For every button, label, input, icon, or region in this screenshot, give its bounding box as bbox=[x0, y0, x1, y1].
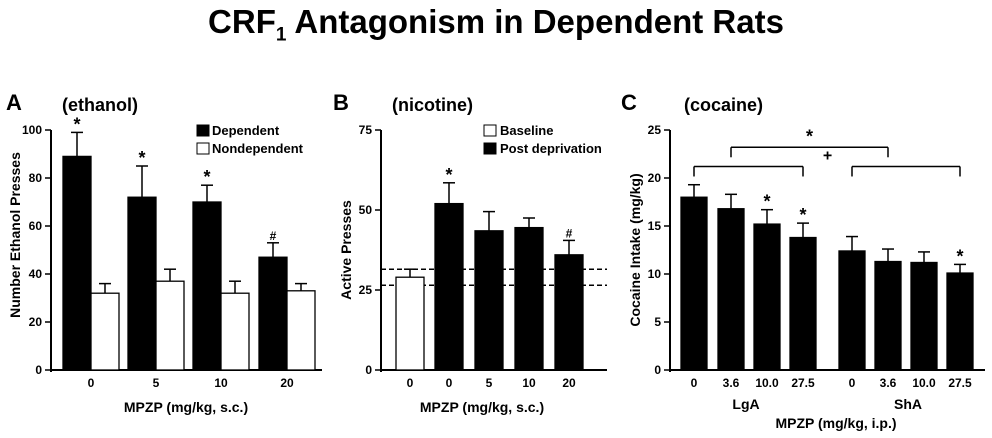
legend-label-baseline: Baseline bbox=[500, 123, 553, 138]
panel-a-dependent-significance-star: * bbox=[138, 148, 145, 168]
legend-label-dependent: Dependent bbox=[212, 123, 280, 138]
panel-c-y-tick-label: 20 bbox=[648, 171, 662, 185]
panel-a-ylabel: Number Ethanol Presses bbox=[7, 152, 23, 318]
panel-c-x-tick-label: 3.6 bbox=[723, 376, 740, 390]
panel-b-x-tick-label: 0 bbox=[446, 376, 453, 390]
panel-a-xlabel: MPZP (mg/kg, s.c.) bbox=[124, 399, 248, 415]
panel-b-white-bar bbox=[395, 276, 425, 371]
panel-a-x-tick-label: 20 bbox=[280, 376, 294, 390]
panel-c-bar bbox=[753, 223, 781, 371]
panel-b-nicotine: B (nicotine) Active Presses MPZP (mg/kg,… bbox=[333, 90, 607, 415]
panel-a-nondependent-bar bbox=[220, 292, 250, 371]
panel-c-bar bbox=[874, 260, 902, 371]
panel-c-bar bbox=[717, 208, 745, 371]
panel-a-y-tick-label: 100 bbox=[22, 123, 42, 137]
legend-swatch-post-deprivation bbox=[483, 142, 497, 155]
panel-a-subtitle: (ethanol) bbox=[62, 95, 138, 115]
panel-c-x-tick-label: 0 bbox=[849, 376, 856, 390]
panel-b-subtitle: (nicotine) bbox=[392, 95, 473, 115]
panel-c-x-tick-label: 10.0 bbox=[912, 376, 936, 390]
panel-a-x-tick-label: 5 bbox=[153, 376, 160, 390]
panel-c-bar bbox=[680, 196, 708, 371]
panel-c-y-tick-label: 25 bbox=[648, 123, 662, 137]
legend-swatch-dependent bbox=[196, 124, 210, 137]
panel-a-y-tick-label: 80 bbox=[29, 171, 43, 185]
panel-c-x-tick-label: 3.6 bbox=[880, 376, 897, 390]
panel-c-bar bbox=[910, 261, 938, 371]
legend-label-post-deprivation: Post deprivation bbox=[500, 141, 602, 156]
panel-c-bar bbox=[838, 250, 866, 371]
panel-a-dependent-significance-hash: # bbox=[270, 229, 277, 243]
panel-c-bracket-star: * bbox=[806, 126, 813, 146]
panel-a-nondependent-bar bbox=[90, 292, 120, 371]
legend-swatch-nondependent bbox=[196, 142, 210, 155]
panel-c-x-tick-label: 27.5 bbox=[948, 376, 972, 390]
panel-a-y-tick-label: 60 bbox=[29, 219, 43, 233]
panel-b-letter: B bbox=[333, 90, 349, 115]
panel-c-y-tick-label: 0 bbox=[654, 363, 661, 377]
legend-label-nondependent: Nondependent bbox=[212, 141, 304, 156]
panel-a-dependent-significance-star: * bbox=[203, 167, 210, 187]
panel-c-y-tick-label: 10 bbox=[648, 267, 662, 281]
panel-b-black-bar bbox=[434, 202, 464, 371]
panel-c-xlabel: MPZP (mg/kg, i.p.) bbox=[775, 415, 896, 431]
panel-b-x-tick-label: 0 bbox=[407, 376, 414, 390]
panel-b-ylabel: Active Presses bbox=[338, 200, 354, 300]
panel-a-dependent-significance-star: * bbox=[73, 114, 80, 134]
panel-c-x-tick-label: 10.0 bbox=[755, 376, 779, 390]
panel-b-x-tick-label: 20 bbox=[562, 376, 576, 390]
legend-swatch-baseline bbox=[483, 124, 497, 137]
panel-c-bracket-plus: + bbox=[823, 147, 832, 164]
panel-a-x-tick-label: 0 bbox=[88, 376, 95, 390]
group-label-lga: LgA bbox=[732, 396, 759, 412]
panel-a-legend: Dependent Nondependent bbox=[196, 123, 304, 156]
panel-c-bar bbox=[789, 236, 817, 371]
panel-c-significance-star: * bbox=[956, 246, 963, 266]
panel-b-black-significance-star: * bbox=[445, 165, 452, 185]
panel-b-black-significance-hash: # bbox=[566, 226, 573, 240]
panel-c-significance-star: * bbox=[799, 205, 806, 225]
panel-a-y-tick-label: 0 bbox=[35, 363, 42, 377]
panel-a-ethanol: A (ethanol) Number Ethanol Presses MPZP … bbox=[6, 90, 322, 415]
panel-b-black-bar bbox=[514, 226, 544, 371]
panel-c-subtitle: (cocaine) bbox=[684, 95, 763, 115]
panel-a-y-tick-label: 40 bbox=[29, 267, 43, 281]
panel-a-y-tick-label: 20 bbox=[29, 315, 43, 329]
panel-a-dependent-bar bbox=[62, 155, 92, 371]
panel-c-bar bbox=[946, 272, 974, 371]
group-label-sha: ShA bbox=[894, 396, 922, 412]
panel-c-x-tick-label: 0 bbox=[691, 376, 698, 390]
panel-b-black-bar bbox=[474, 230, 504, 371]
panel-b-x-tick-label: 5 bbox=[486, 376, 493, 390]
panel-a-x-tick-label: 10 bbox=[214, 376, 228, 390]
panel-b-y-tick-label: 0 bbox=[365, 363, 372, 377]
panel-c-y-tick-label: 15 bbox=[648, 219, 662, 233]
panel-a-dependent-bar bbox=[192, 201, 222, 371]
panel-a-nondependent-bar bbox=[155, 280, 185, 371]
panel-b-x-tick-label: 10 bbox=[522, 376, 536, 390]
panel-c-x-tick-label: 27.5 bbox=[791, 376, 815, 390]
panel-c-significance-star: * bbox=[763, 192, 770, 212]
panel-c-ylabel: Cocaine Intake (mg/kg) bbox=[627, 173, 643, 326]
panel-a-letter: A bbox=[6, 90, 22, 115]
figure-title: CRF1 Antagonism in Dependent Rats bbox=[208, 3, 784, 46]
panel-b-black-bar bbox=[554, 254, 584, 371]
panel-b-y-tick-label: 75 bbox=[359, 123, 373, 137]
panel-a-dependent-bar bbox=[127, 196, 157, 371]
panel-c-cocaine: C (cocaine) Cocaine Intake (mg/kg) LgA S… bbox=[621, 90, 985, 431]
panel-a-nondependent-bar bbox=[286, 290, 316, 371]
panel-c-letter: C bbox=[621, 90, 637, 115]
panel-b-y-tick-label: 25 bbox=[359, 283, 373, 297]
panel-b-xlabel: MPZP (mg/kg, s.c.) bbox=[420, 399, 544, 415]
panel-b-legend: Baseline Post deprivation bbox=[483, 123, 602, 156]
panel-a-dependent-bar bbox=[258, 256, 288, 371]
panel-c-y-tick-label: 5 bbox=[654, 315, 661, 329]
panel-b-y-tick-label: 50 bbox=[359, 203, 373, 217]
